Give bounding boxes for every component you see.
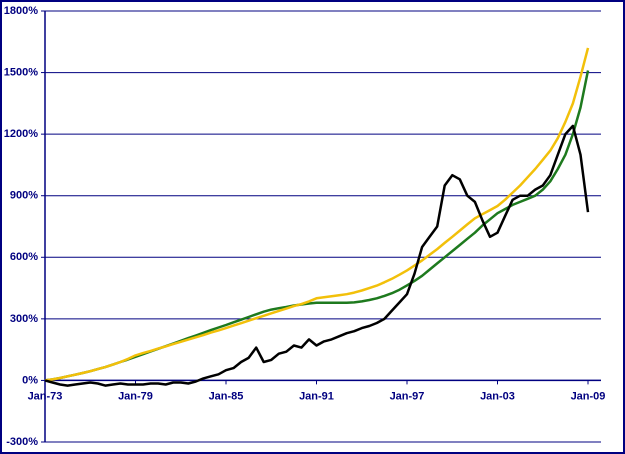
y-tick-label: -300% <box>6 436 38 448</box>
x-tick-label: Jan-91 <box>299 390 334 402</box>
y-tick-label: 0% <box>22 374 38 386</box>
x-tick-label: Jan-09 <box>571 390 606 402</box>
series-line <box>44 124 590 387</box>
x-tick-label: Jan-73 <box>28 390 63 402</box>
x-tick-label: Jan-79 <box>118 390 153 402</box>
series-line <box>44 47 590 382</box>
x-tick-label: Jan-97 <box>390 390 425 402</box>
x-tick-label: Jan-03 <box>480 390 515 402</box>
y-tick-label: 1200% <box>4 128 38 140</box>
y-tick-label: 900% <box>10 190 38 202</box>
y-tick-label: 1800% <box>4 5 38 17</box>
x-tick-label: Jan-85 <box>209 390 244 402</box>
y-tick-label: 600% <box>10 251 38 263</box>
series-line <box>44 70 590 382</box>
y-tick-label: 300% <box>10 313 38 325</box>
y-tick-label: 1500% <box>4 66 38 78</box>
